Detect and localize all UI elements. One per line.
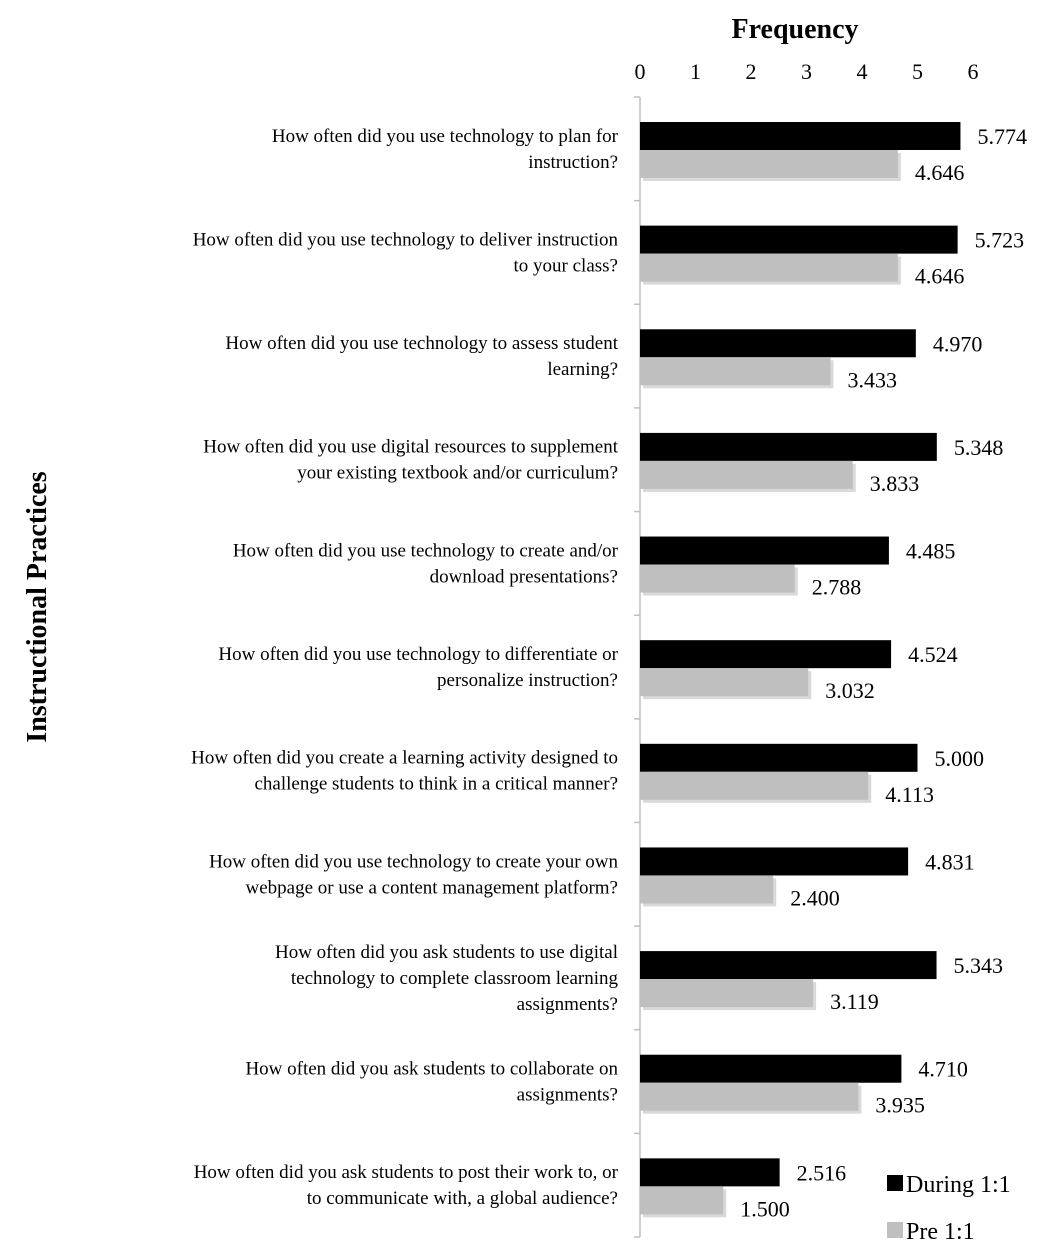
- data-label: 4.646: [915, 160, 965, 185]
- category-label: How often did you use technology to deli…: [193, 229, 619, 276]
- bar-pre: [640, 979, 814, 1008]
- category-label: How often did you create a learning acti…: [191, 748, 618, 795]
- category-label: How often did you use technology to crea…: [209, 851, 618, 898]
- data-label: 3.433: [848, 367, 898, 392]
- x-tick-label: 2: [746, 59, 757, 84]
- legend-swatch: [887, 1175, 903, 1191]
- bar-pre: [640, 771, 869, 800]
- x-axis-title: Frequency: [731, 14, 858, 45]
- category-label: How often did you use technology to diff…: [218, 644, 618, 691]
- x-tick-label: 4: [857, 59, 868, 84]
- bar-during: [640, 847, 909, 876]
- x-tick-label: 5: [912, 59, 923, 84]
- data-label: 5.348: [954, 435, 1004, 460]
- bar-pre: [640, 357, 831, 386]
- category-label: How often did you ask students to use di…: [275, 942, 619, 1015]
- data-label: 5.723: [975, 228, 1024, 253]
- bar-pre: [640, 1186, 724, 1215]
- data-label: 4.646: [915, 264, 965, 289]
- data-label: 5.343: [954, 953, 1004, 978]
- category-label: How often did you use technology to asse…: [225, 333, 618, 380]
- bar-during: [640, 743, 918, 772]
- bar-pre: [640, 668, 809, 697]
- legend: During 1:1 Pre 1:1: [887, 1172, 1011, 1245]
- category-label: How often did you use technology to crea…: [233, 540, 619, 587]
- category-label: How often did you use technology to plan…: [272, 126, 619, 173]
- legend-label: During 1:1: [906, 1172, 1011, 1198]
- legend-label: Pre 1:1: [906, 1219, 975, 1245]
- data-label: 4.524: [908, 642, 958, 667]
- bar-during: [640, 329, 916, 358]
- bar-pre: [640, 460, 853, 489]
- plot-area: 0 1 2 3 4 5 6 How often did you use technology …: [191, 59, 1027, 1238]
- bar-during: [640, 1054, 902, 1083]
- bar-during: [640, 951, 937, 980]
- bar-during: [640, 1158, 780, 1187]
- data-label: 1.500: [740, 1196, 790, 1221]
- data-label: 4.970: [933, 331, 983, 356]
- category-label: How often did you ask students to collab…: [245, 1059, 618, 1106]
- data-label: 4.113: [885, 782, 934, 807]
- bar-during: [640, 225, 958, 254]
- data-label: 5.000: [935, 746, 985, 771]
- data-label: 4.485: [906, 539, 956, 564]
- data-label: 2.788: [812, 575, 862, 600]
- data-label: 3.119: [830, 989, 879, 1014]
- data-label: 3.032: [825, 678, 875, 703]
- x-tick-label: 3: [801, 59, 812, 84]
- data-label: 3.935: [875, 1093, 925, 1118]
- category-label: How often did you use digital resources …: [203, 437, 618, 484]
- bar-pre: [640, 1082, 859, 1111]
- bar-pre: [640, 150, 898, 178]
- bar-pre: [640, 564, 795, 593]
- data-label: 3.833: [870, 471, 920, 496]
- data-label: 2.516: [797, 1160, 847, 1185]
- bar-pre: [640, 253, 898, 282]
- category-label: How often did you ask students to post t…: [194, 1162, 619, 1209]
- y-axis-title: Instructional Practices: [22, 471, 53, 742]
- bar-during: [640, 432, 937, 461]
- data-label: 4.831: [925, 849, 975, 874]
- data-label: 2.400: [790, 885, 840, 910]
- data-label: 4.710: [918, 1057, 968, 1082]
- x-tick-label: 1: [690, 59, 701, 84]
- x-tick-label: 6: [968, 59, 979, 84]
- bar-during: [640, 122, 961, 150]
- legend-swatch: [887, 1222, 903, 1238]
- bar-pre: [640, 875, 774, 904]
- x-tick-label: 0: [635, 59, 646, 84]
- bar-during: [640, 536, 889, 565]
- bar-during: [640, 640, 892, 669]
- data-label: 5.774: [977, 124, 1027, 149]
